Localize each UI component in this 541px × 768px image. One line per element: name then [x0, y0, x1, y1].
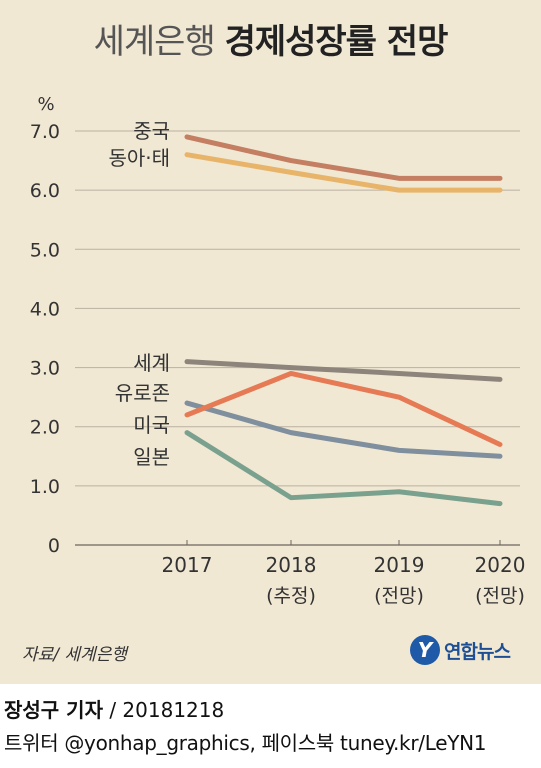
series-line [184, 400, 503, 459]
chart-title: 세계은행 경제성장률 전망 [0, 14, 541, 63]
series-label: 중국 [133, 119, 170, 143]
byline: 장성구 기자 / 20181218 [4, 694, 224, 723]
series-line [184, 430, 503, 507]
x-tick-label: 2017 [162, 553, 213, 577]
byline-author: 장성구 기자 [4, 698, 103, 722]
y-tick-label: 2.0 [30, 417, 60, 439]
y-tick-label: 7.0 [30, 121, 60, 143]
yonhap-logo: Y 연합뉴스 [410, 630, 511, 670]
x-tick-note: (추정) [266, 585, 316, 607]
chart-title-source: 세계은행 [93, 22, 216, 62]
x-tick-note: (전망) [475, 585, 525, 607]
series-label: 유로존 [115, 381, 170, 405]
x-tick-label: 2020 [475, 553, 526, 577]
y-tick-label: 5.0 [30, 239, 60, 261]
series-line [184, 134, 503, 181]
series-line [184, 359, 503, 382]
y-axis-unit: % [37, 94, 54, 115]
y-tick-label: 4.0 [30, 298, 60, 320]
series-line [184, 370, 503, 447]
byline-date: 20181218 [122, 698, 225, 722]
source-note: 자료/ 세계은행 [22, 645, 127, 665]
series-label: 일본 [133, 445, 170, 469]
chart-title-main: 경제성장률 전망 [224, 22, 449, 62]
social-links: 트위터 @yonhap_graphics, 페이스북 tuney.kr/LeYN… [4, 731, 487, 755]
y-tick-label: 1.0 [30, 476, 60, 498]
series-label: 동아·태 [108, 146, 170, 170]
series-line [184, 152, 503, 193]
y-tick-label: 3.0 [30, 358, 60, 380]
x-tick-note: (전망) [374, 585, 424, 607]
y-tick-label: 0 [48, 535, 60, 557]
chart-card: 세계은행 경제성장률 전망 0 1.0 2.0 3.0 4.0 5.0 6.0 7.0% 201… [0, 0, 541, 684]
byline-separator: / [102, 698, 123, 722]
yonhap-logo-text: 연합뉴스 [444, 640, 511, 663]
yonhap-logo-icon: Y [410, 635, 440, 665]
x-tick-label: 2018 [266, 553, 317, 577]
series-label: 미국 [133, 413, 170, 437]
x-tick-label: 2019 [374, 553, 425, 577]
line-chart: 0 1.0 2.0 3.0 4.0 5.0 6.0 7.0% 2017 2018 (추정) 2019 (… [30, 94, 526, 607]
y-tick-label: 6.0 [30, 180, 60, 202]
series-label: 세계 [133, 351, 170, 375]
